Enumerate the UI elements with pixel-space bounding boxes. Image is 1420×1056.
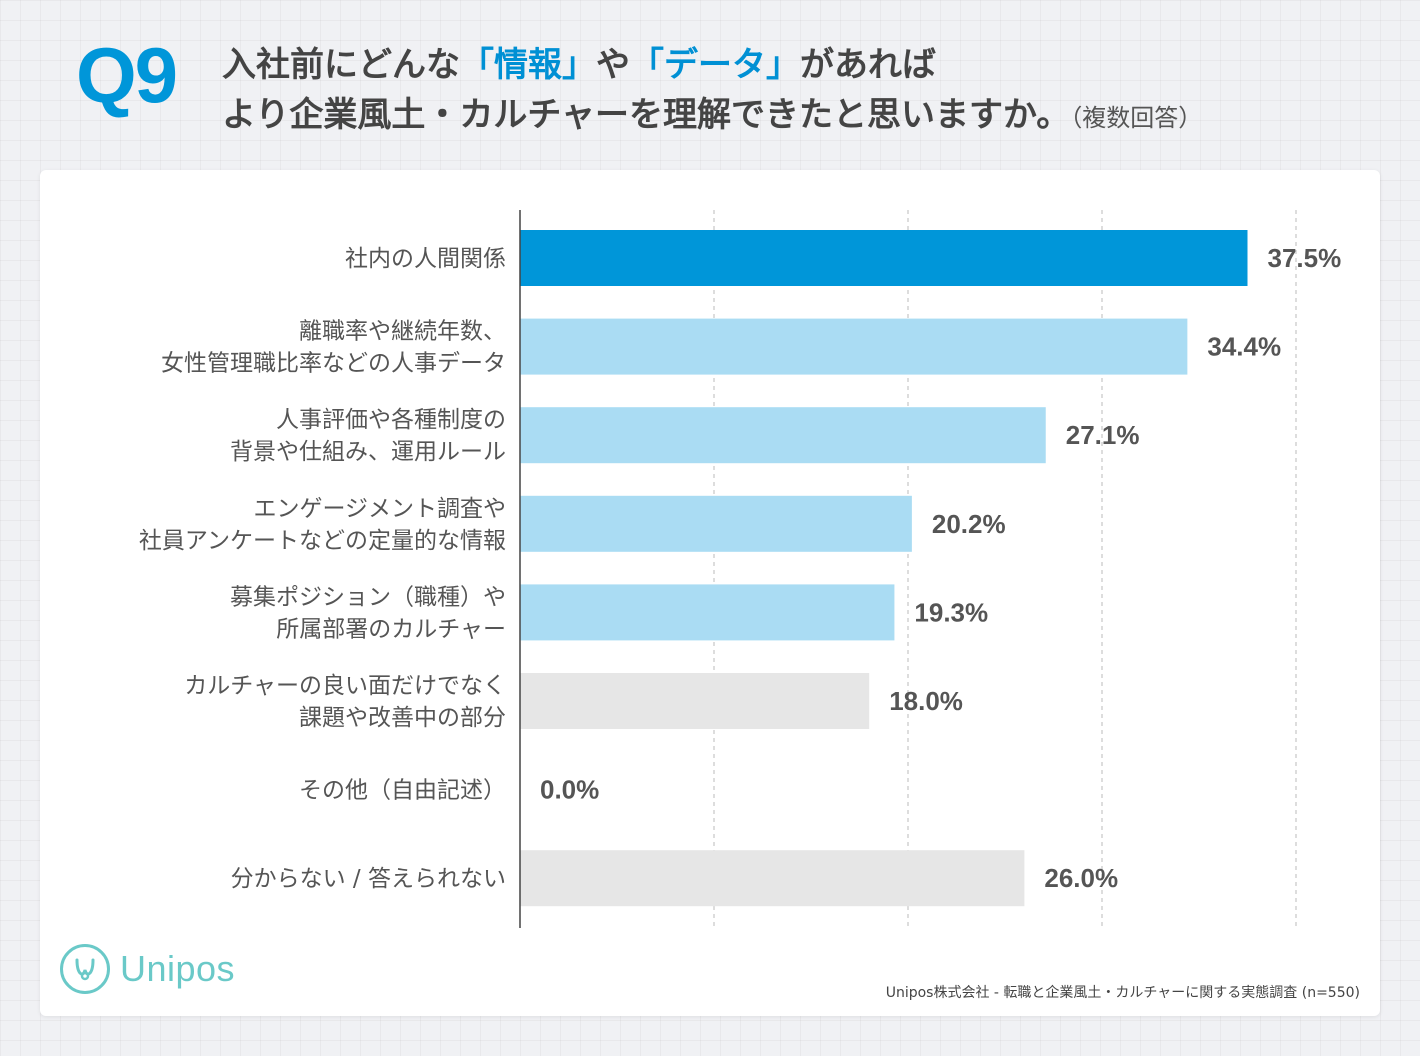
value-label: 20.2% xyxy=(932,509,1006,539)
title-text-1b: や xyxy=(596,45,630,85)
category-label: 社内の人間関係 xyxy=(345,246,506,272)
title-line-2: より企業風土・カルチャーを理解できたと思いますか。（複数回答） xyxy=(222,90,1402,143)
title-note: （複数回答） xyxy=(1070,104,1203,132)
logo-text: Unipos xyxy=(120,948,236,989)
category-label: カルチャーの良い面だけでなく xyxy=(184,673,506,699)
value-label: 27.1% xyxy=(1066,420,1140,450)
title-text-1a: 入社前にどんな xyxy=(222,45,460,85)
category-label: 分からない / 答えられない xyxy=(231,866,506,892)
unipos-logo: Unipos xyxy=(60,944,235,994)
unipos-logo-icon xyxy=(60,944,110,994)
title-highlight-data: 「データ」 xyxy=(630,45,800,85)
bar xyxy=(520,673,870,729)
category-label: その他（自由記述） xyxy=(299,778,506,804)
value-label: 19.3% xyxy=(914,597,988,627)
value-label: 18.0% xyxy=(889,686,963,716)
bar xyxy=(520,584,895,641)
title-text-1c: があれば xyxy=(800,45,936,85)
question-title: 入社前にどんな「情報」や「データ」があれば より企業風土・カルチャーを理解できた… xyxy=(222,40,1402,143)
question-number: Q9 xyxy=(76,31,178,119)
category-label: 募集ポジション（職種）や xyxy=(230,584,506,610)
category-label: 離職率や継続年数、 xyxy=(299,319,506,345)
bar xyxy=(520,318,1188,375)
category-label: 背景や仕組み、運用ルール xyxy=(230,439,506,465)
bar-chart: 37.5% 社内の人間関係 34.4% 離職率や継続年数、女性管理職比率などの人事デー… xyxy=(139,210,1342,928)
category-label: 人事評価や各種制度の xyxy=(276,407,506,433)
value-label: 0.0% xyxy=(540,775,599,805)
bar xyxy=(520,850,1025,907)
category-label: 女性管理職比率などの人事データ xyxy=(161,351,506,377)
chart-card: 37.5% 社内の人間関係 34.4% 離職率や継続年数、女性管理職比率などの人事デー… xyxy=(40,170,1380,1016)
category-label: エンゲージメント調査や xyxy=(253,496,506,522)
value-label: 26.0% xyxy=(1044,863,1118,893)
title-highlight-info: 「情報」 xyxy=(460,45,596,85)
category-label: 社員アンケートなどの定量的な情報 xyxy=(139,528,506,554)
category-label: 所属部署のカルチャー xyxy=(276,616,506,642)
bar xyxy=(520,495,912,552)
category-label: 課題や改善中の部分 xyxy=(299,705,506,731)
title-line-1: 入社前にどんな「情報」や「データ」があれば xyxy=(222,40,1402,90)
source-note: Unipos株式会社 - 転職と企業風土・カルチャーに関する実態調査 (n=55… xyxy=(885,985,1360,1001)
bar xyxy=(520,230,1248,286)
bar xyxy=(520,407,1046,464)
title-text-2: より企業風土・カルチャーを理解できたと思いますか。 xyxy=(222,95,1071,135)
value-label: 37.5% xyxy=(1268,243,1342,273)
value-label: 34.4% xyxy=(1207,332,1281,362)
